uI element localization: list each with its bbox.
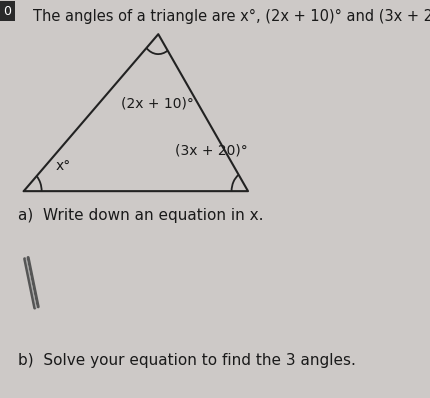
Text: 0: 0	[3, 5, 11, 18]
Text: (3x + 20)°: (3x + 20)°	[174, 144, 247, 158]
Text: b)  Solve your equation to find the 3 angles.: b) Solve your equation to find the 3 ang…	[18, 353, 355, 368]
Text: The angles of a triangle are x°, (2x + 10)° and (3x + 20)°.: The angles of a triangle are x°, (2x + 1…	[33, 9, 430, 23]
Text: a)  Write down an equation in x.: a) Write down an equation in x.	[18, 207, 263, 222]
Text: x°: x°	[55, 160, 70, 174]
Text: (2x + 10)°: (2x + 10)°	[121, 97, 194, 111]
